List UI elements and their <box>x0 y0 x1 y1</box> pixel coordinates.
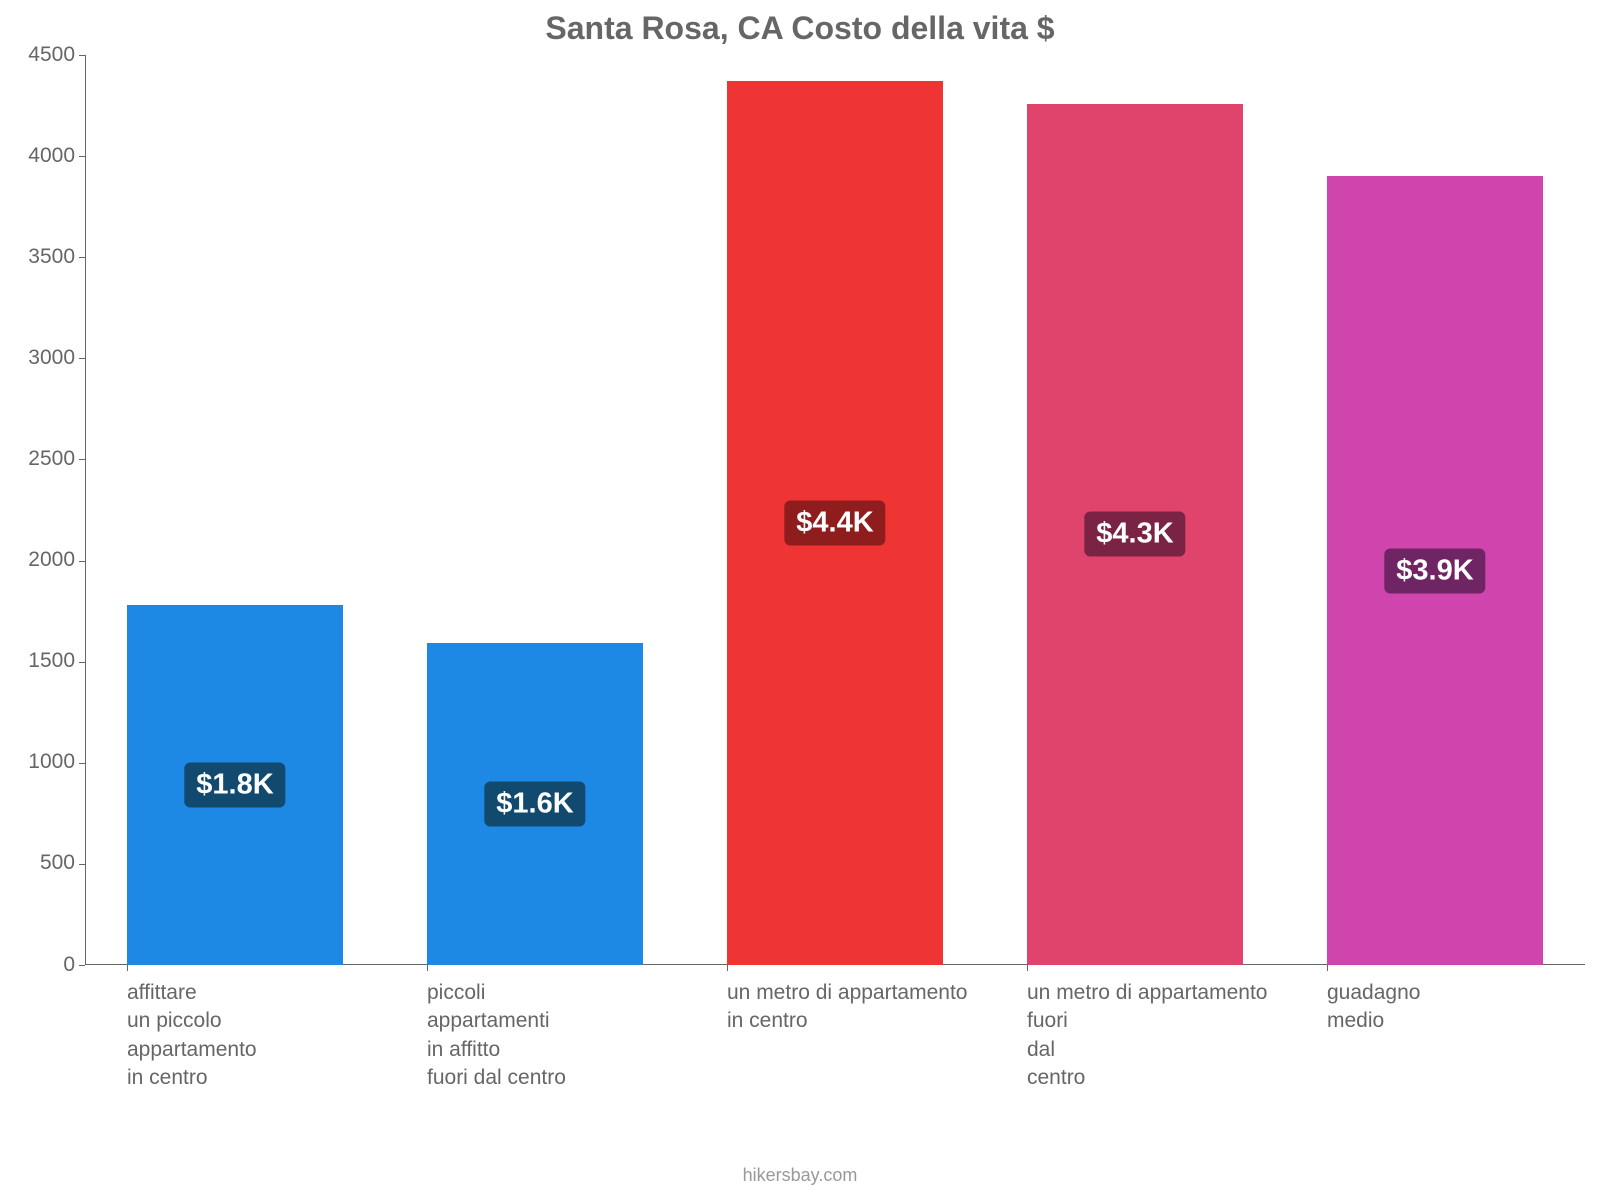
y-tick-label: 4000 <box>5 144 75 168</box>
value-label: $4.4K <box>784 501 885 546</box>
y-tick <box>79 358 85 359</box>
y-tick <box>79 662 85 663</box>
y-tick-label: 2000 <box>5 548 75 572</box>
plot-area: 050010001500200025003000350040004500$1.8… <box>85 55 1585 965</box>
x-tick-label: piccoli appartamenti in affitto fuori da… <box>427 979 566 1092</box>
chart-container: Santa Rosa, CA Costo della vita $ 050010… <box>0 0 1600 1200</box>
y-tick <box>79 965 85 966</box>
y-axis <box>85 55 86 965</box>
y-tick-label: 2500 <box>5 447 75 471</box>
y-tick <box>79 561 85 562</box>
x-tick <box>1327 965 1328 971</box>
value-label: $1.6K <box>484 782 585 827</box>
value-label: $1.8K <box>184 763 285 808</box>
x-tick <box>727 965 728 971</box>
x-tick-label: un metro di appartamento fuori dal centr… <box>1027 979 1267 1092</box>
y-tick <box>79 257 85 258</box>
footer-credit: hikersbay.com <box>0 1165 1600 1186</box>
chart-title: Santa Rosa, CA Costo della vita $ <box>0 10 1600 47</box>
y-tick-label: 0 <box>5 953 75 977</box>
y-tick-label: 1000 <box>5 750 75 774</box>
y-tick <box>79 864 85 865</box>
value-label: $4.3K <box>1084 512 1185 557</box>
x-tick <box>427 965 428 971</box>
y-tick <box>79 459 85 460</box>
y-tick-label: 3000 <box>5 346 75 370</box>
y-tick-label: 500 <box>5 851 75 875</box>
y-tick <box>79 55 85 56</box>
y-tick <box>79 156 85 157</box>
x-tick <box>127 965 128 971</box>
value-label: $3.9K <box>1384 548 1485 593</box>
y-tick <box>79 763 85 764</box>
x-tick-label: affittare un piccolo appartamento in cen… <box>127 979 257 1092</box>
x-tick <box>1027 965 1028 971</box>
x-tick-label: guadagno medio <box>1327 979 1420 1036</box>
y-tick-label: 4500 <box>5 43 75 67</box>
x-tick-label: un metro di appartamento in centro <box>727 979 967 1036</box>
y-tick-label: 3500 <box>5 245 75 269</box>
y-tick-label: 1500 <box>5 649 75 673</box>
